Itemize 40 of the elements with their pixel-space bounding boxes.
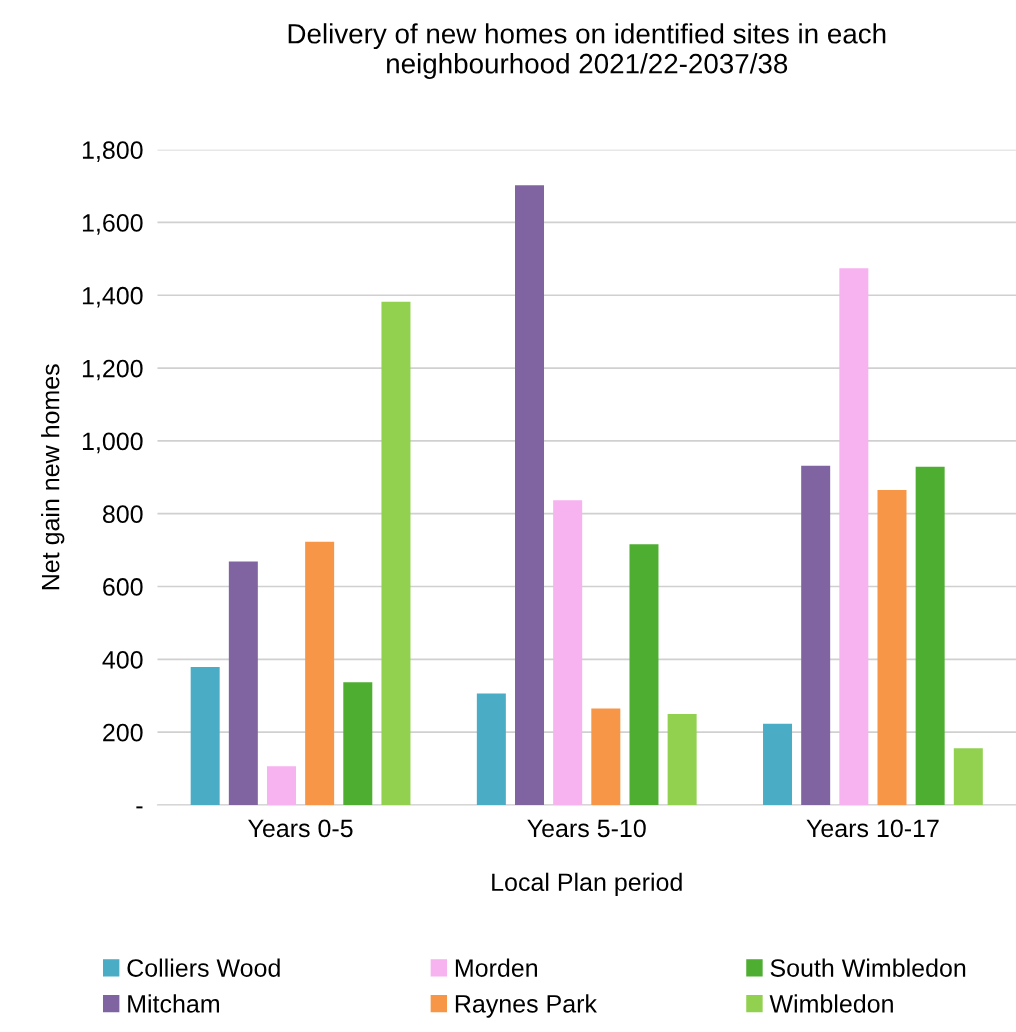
x-tick-label: Years 5-10 <box>527 819 646 838</box>
bar <box>953 748 983 805</box>
y-tick-label: 1,200 <box>82 359 143 381</box>
bar <box>515 185 544 805</box>
bar <box>305 541 335 805</box>
bar <box>629 544 659 805</box>
y-tick-label: 800 <box>102 505 143 524</box>
y-tick-label: 1,800 <box>82 141 143 162</box>
legend-label: Morden <box>455 958 537 977</box>
bar <box>228 561 258 805</box>
y-tick-label: 1,000 <box>82 432 143 454</box>
bar <box>553 500 583 805</box>
bar <box>801 465 831 805</box>
chart-title: Delivery of new homes on identified sites in each neighbourhood 2021/22-2037/38 <box>288 23 886 80</box>
bar <box>476 693 506 805</box>
legend-label: Raynes Park <box>455 994 597 1018</box>
legend-label: Colliers Wood <box>127 958 280 977</box>
bar <box>266 766 296 805</box>
bar <box>381 301 411 805</box>
x-axis-title: Local Plan period <box>492 872 682 897</box>
y-tick-label: 1,400 <box>82 286 143 308</box>
y-axis-title: Net gain new homes <box>41 364 65 590</box>
y-tick-label: 1,600 <box>82 214 143 235</box>
legend-label: South Wimbledon <box>770 958 966 977</box>
legend-label: Wimbledon <box>769 994 893 1013</box>
legend-label: Mitcham <box>128 994 219 1013</box>
y-tick-label: - <box>136 806 143 809</box>
bar <box>190 666 220 805</box>
y-tick-label: 600 <box>103 578 143 596</box>
y-tick-label: 200 <box>103 723 143 742</box>
bar <box>877 490 907 805</box>
y-tick-label: 400 <box>102 650 143 669</box>
x-tick-label: Years 10-17 <box>806 819 939 838</box>
x-tick-label: Years 0-5 <box>248 819 353 838</box>
bar <box>667 713 697 805</box>
bar <box>915 466 945 805</box>
bar <box>763 723 793 805</box>
bar <box>343 682 373 805</box>
bar <box>839 268 869 805</box>
bar <box>591 708 621 805</box>
